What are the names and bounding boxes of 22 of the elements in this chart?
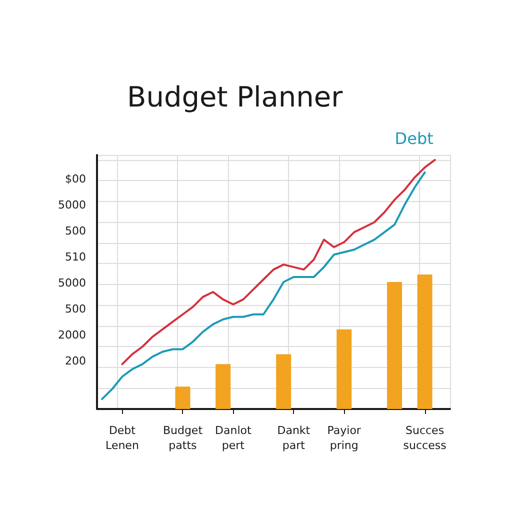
text: 510 bbox=[65, 250, 86, 264]
text: 200 bbox=[65, 354, 86, 368]
text: 5000 bbox=[58, 276, 86, 290]
text: 5000 bbox=[58, 198, 86, 212]
bar bbox=[216, 364, 231, 409]
text: 500 bbox=[65, 302, 86, 316]
text: 2000 bbox=[58, 328, 86, 342]
bar bbox=[417, 274, 432, 409]
series-label: Debt bbox=[394, 128, 434, 148]
x-tick-label: Budget patts bbox=[162, 424, 204, 452]
text: $00 bbox=[65, 172, 86, 186]
x-tick-label: Succes success bbox=[403, 424, 447, 452]
x-tick-label: Dankt part bbox=[277, 424, 311, 452]
x-tick-label: Payior pring bbox=[327, 424, 362, 452]
bar bbox=[336, 329, 352, 409]
x-tick-label: Danlot pert bbox=[215, 424, 252, 452]
chart-title: Budget Planner bbox=[127, 80, 344, 114]
bar bbox=[387, 282, 402, 409]
bar bbox=[175, 386, 190, 409]
bar bbox=[276, 354, 292, 409]
text: 500 bbox=[65, 224, 86, 238]
x-tick-label: Debt Lenen bbox=[106, 424, 139, 452]
